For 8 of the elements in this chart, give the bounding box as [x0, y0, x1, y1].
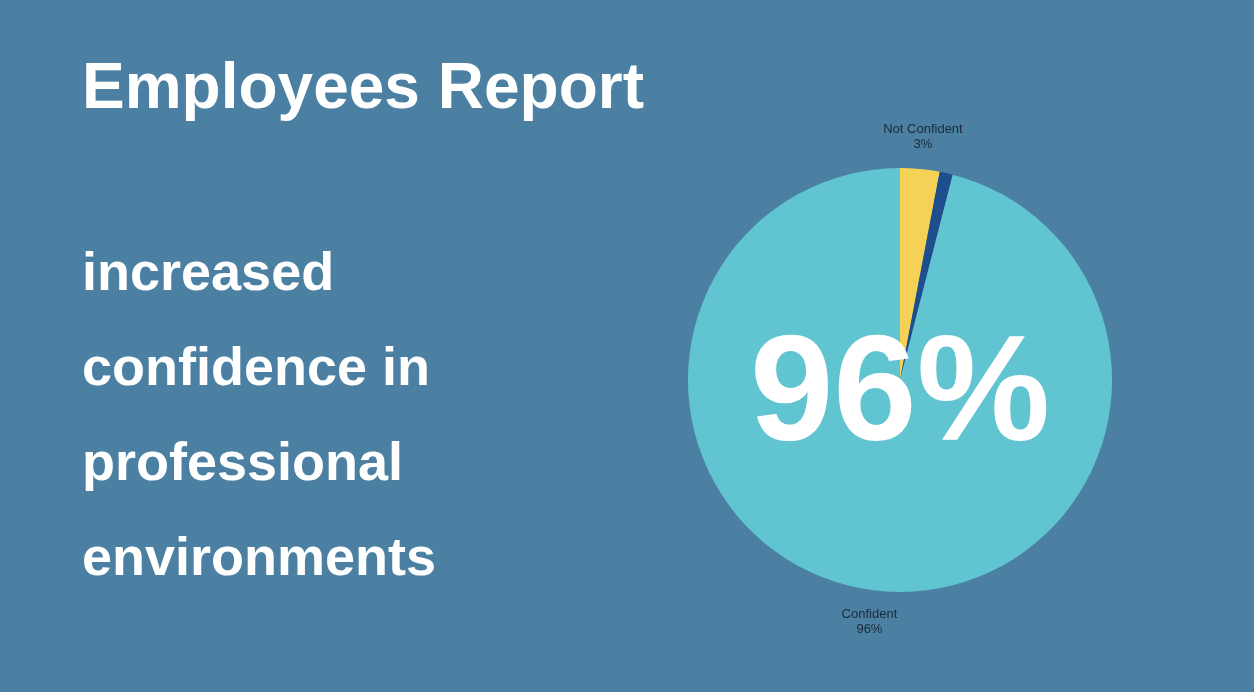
pie-slice — [688, 168, 1112, 592]
slice-label: Confident — [841, 606, 898, 622]
chart-title: Employees Report — [82, 50, 644, 122]
text: 96% — [749, 304, 1051, 472]
data-label: 96% — [856, 621, 883, 637]
text: increased confidence in professional environments — [82, 241, 437, 586]
data-label: 3% — [913, 136, 933, 152]
slice-label: Not Confident — [883, 121, 964, 137]
